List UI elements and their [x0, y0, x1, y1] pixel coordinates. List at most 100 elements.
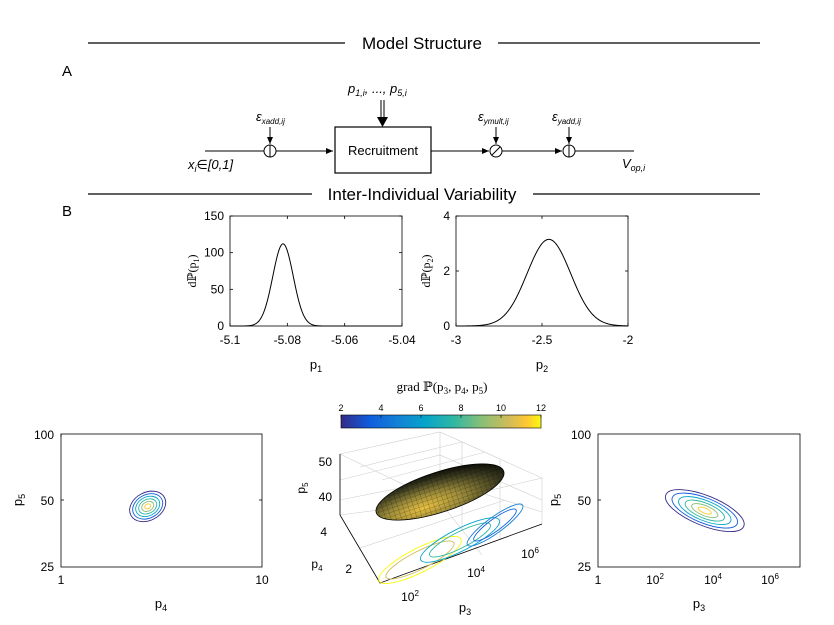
colorbar-tick-label: 12	[536, 403, 546, 413]
p1-xtick-label: -5.04	[388, 333, 416, 347]
p3p5-xtick-1: 1	[595, 573, 602, 587]
surface-title: grad ℙ(p3, p4, p5)	[397, 379, 488, 396]
p3p5-contour-level	[671, 492, 739, 529]
sum-node-xadd	[263, 127, 277, 158]
p1-ytick-label: 50	[211, 282, 225, 296]
p3p5-ytick-50: 50	[578, 494, 592, 508]
surface-ztick-50: 50	[319, 455, 333, 469]
p3p5-contour-level	[684, 499, 725, 522]
colorbar-ticks: 2 4 6 8 10 12	[338, 403, 546, 418]
p3p5-axes-box	[597, 433, 801, 568]
colorbar-tick-label: 2	[338, 403, 343, 413]
section-b-title: Inter-Individual Variability	[328, 185, 517, 204]
surface-xtick-1e6: 106	[521, 546, 539, 561]
p4p5-axes-box	[60, 433, 263, 568]
surface-xtick-1e4: 104	[467, 565, 485, 580]
p2-axes-box	[455, 215, 629, 327]
p4p5-contour-level	[138, 498, 158, 515]
noise-xadd-label: εxadd,ij	[256, 109, 285, 126]
p3p5-ytick-25: 25	[578, 560, 592, 574]
p3p5-contour-level	[691, 503, 719, 519]
p4p5-ytick-25: 25	[41, 560, 55, 574]
p4p5-contours	[129, 490, 167, 523]
p2-xtick-label: -2	[623, 333, 634, 347]
parameter-arrow	[377, 100, 388, 127]
p3p5-xtick-1e2: 102	[646, 572, 664, 587]
section-b-header: Inter-Individual Variability	[88, 185, 760, 204]
contour-chart-p3-p5: 100 50 25 1 102 104 106 p3 p5	[546, 428, 801, 613]
p4p5-contour-level	[132, 493, 164, 520]
p3p5-xtick-1e6: 106	[761, 572, 779, 587]
p3p5-ytick-100: 100	[571, 428, 591, 442]
colorbar	[340, 414, 542, 429]
p4p5-xlabel: p4	[155, 596, 167, 613]
density-chart-p1: -5.1 -5.08 -5.06 -5.04 0 50 100 150 p1 dℙ(p1)	[185, 209, 416, 374]
ellipsoid-surface	[375, 463, 505, 521]
p4p5-contour-level	[129, 490, 167, 523]
surface-zlabel: p5	[294, 482, 310, 494]
panel-label-a: A	[62, 63, 72, 80]
p3p5-contour-level	[697, 506, 712, 515]
p4p5-contour-level	[141, 500, 155, 512]
p4p5-contour-level	[135, 495, 161, 518]
p2-ytick-label: 4	[443, 209, 450, 223]
colorbar-tick-label: 8	[458, 403, 463, 413]
p1-ytick-label: 150	[204, 209, 224, 223]
p3p5-contours	[665, 489, 745, 533]
section-a-title: Model Structure	[362, 34, 482, 53]
p3p5-contour-level	[665, 489, 745, 533]
noise-yadd-label: εyadd,ij	[552, 109, 581, 126]
recruitment-block	[334, 126, 432, 174]
p4p5-contour-level	[144, 503, 152, 510]
surface-xlabel: p3	[459, 600, 471, 617]
p4p5-ytick-100: 100	[34, 428, 54, 442]
p3p5-xlabel: p3	[693, 596, 705, 613]
surface-ztick-40: 40	[319, 490, 333, 504]
colorbar-tick-label: 4	[378, 403, 383, 413]
p1-axes-box	[229, 215, 403, 327]
input-label: xi∈[0,1]	[187, 157, 234, 174]
panel-label-b: B	[62, 203, 72, 220]
recruitment-label: Recruitment	[348, 143, 418, 158]
colorbar-tick-label: 10	[496, 403, 506, 413]
p3p5-contour-level	[678, 496, 732, 526]
p2-density-curve	[456, 238, 629, 327]
p3p5-xtick-1e4: 104	[704, 572, 722, 587]
p2-ylabel: dℙ(p2)	[419, 254, 435, 287]
p2-xlabel: p2	[536, 357, 548, 374]
p4p5-ytick-50: 50	[41, 494, 55, 508]
mult-node-ymult	[489, 127, 503, 158]
contour-chart-p4-p5: 100 50 25 1 10 p4 p5	[10, 428, 269, 613]
surface-axes-front	[339, 454, 543, 584]
surface-ytick-2: 2	[345, 562, 352, 576]
output-label: Vop,i	[622, 156, 646, 173]
p1-ytick-label: 100	[204, 246, 224, 260]
sum-node-yadd	[562, 127, 576, 158]
p1-xtick-label: -5.1	[220, 333, 241, 347]
p1-xtick-label: -5.08	[274, 333, 302, 347]
colorbar-tick-label: 6	[418, 403, 423, 413]
p1-ylabel: dℙ(p1)	[185, 254, 201, 287]
p1-ytick-label: 0	[217, 319, 224, 333]
p4p5-xtick-1: 1	[58, 573, 65, 587]
section-a-header: Model Structure	[88, 34, 760, 53]
p4p5-xtick-10: 10	[255, 573, 269, 587]
p2-ytick-label: 2	[443, 264, 450, 278]
p2-xtick-label: -3	[451, 333, 462, 347]
p2-ytick-label: 0	[443, 319, 450, 333]
noise-ymult-label: εymult,ij	[478, 109, 509, 126]
p1-density-curve	[230, 243, 402, 327]
surface-xtick-1e2: 102	[401, 589, 419, 604]
surface-ytick-4: 4	[320, 525, 327, 539]
surface-chart-3d: grad ℙ(p3, p4, p5) 2 4 6 8 10 12	[294, 379, 546, 617]
p1-xtick-label: -5.06	[331, 333, 359, 347]
surface-ylabel: p4	[311, 557, 323, 573]
p3p5-ylabel: p5	[546, 494, 563, 506]
floor-contours	[378, 503, 524, 584]
p2-xtick-label: -2.5	[532, 333, 553, 347]
density-chart-p2: -3 -2.5 -2 0 2 4 p2 dℙ(p2)	[419, 209, 634, 374]
p4p5-ylabel: p5	[10, 494, 27, 506]
p1-xlabel: p1	[310, 357, 322, 374]
parameters-label: p1,i, ..., p5,i	[347, 81, 408, 98]
